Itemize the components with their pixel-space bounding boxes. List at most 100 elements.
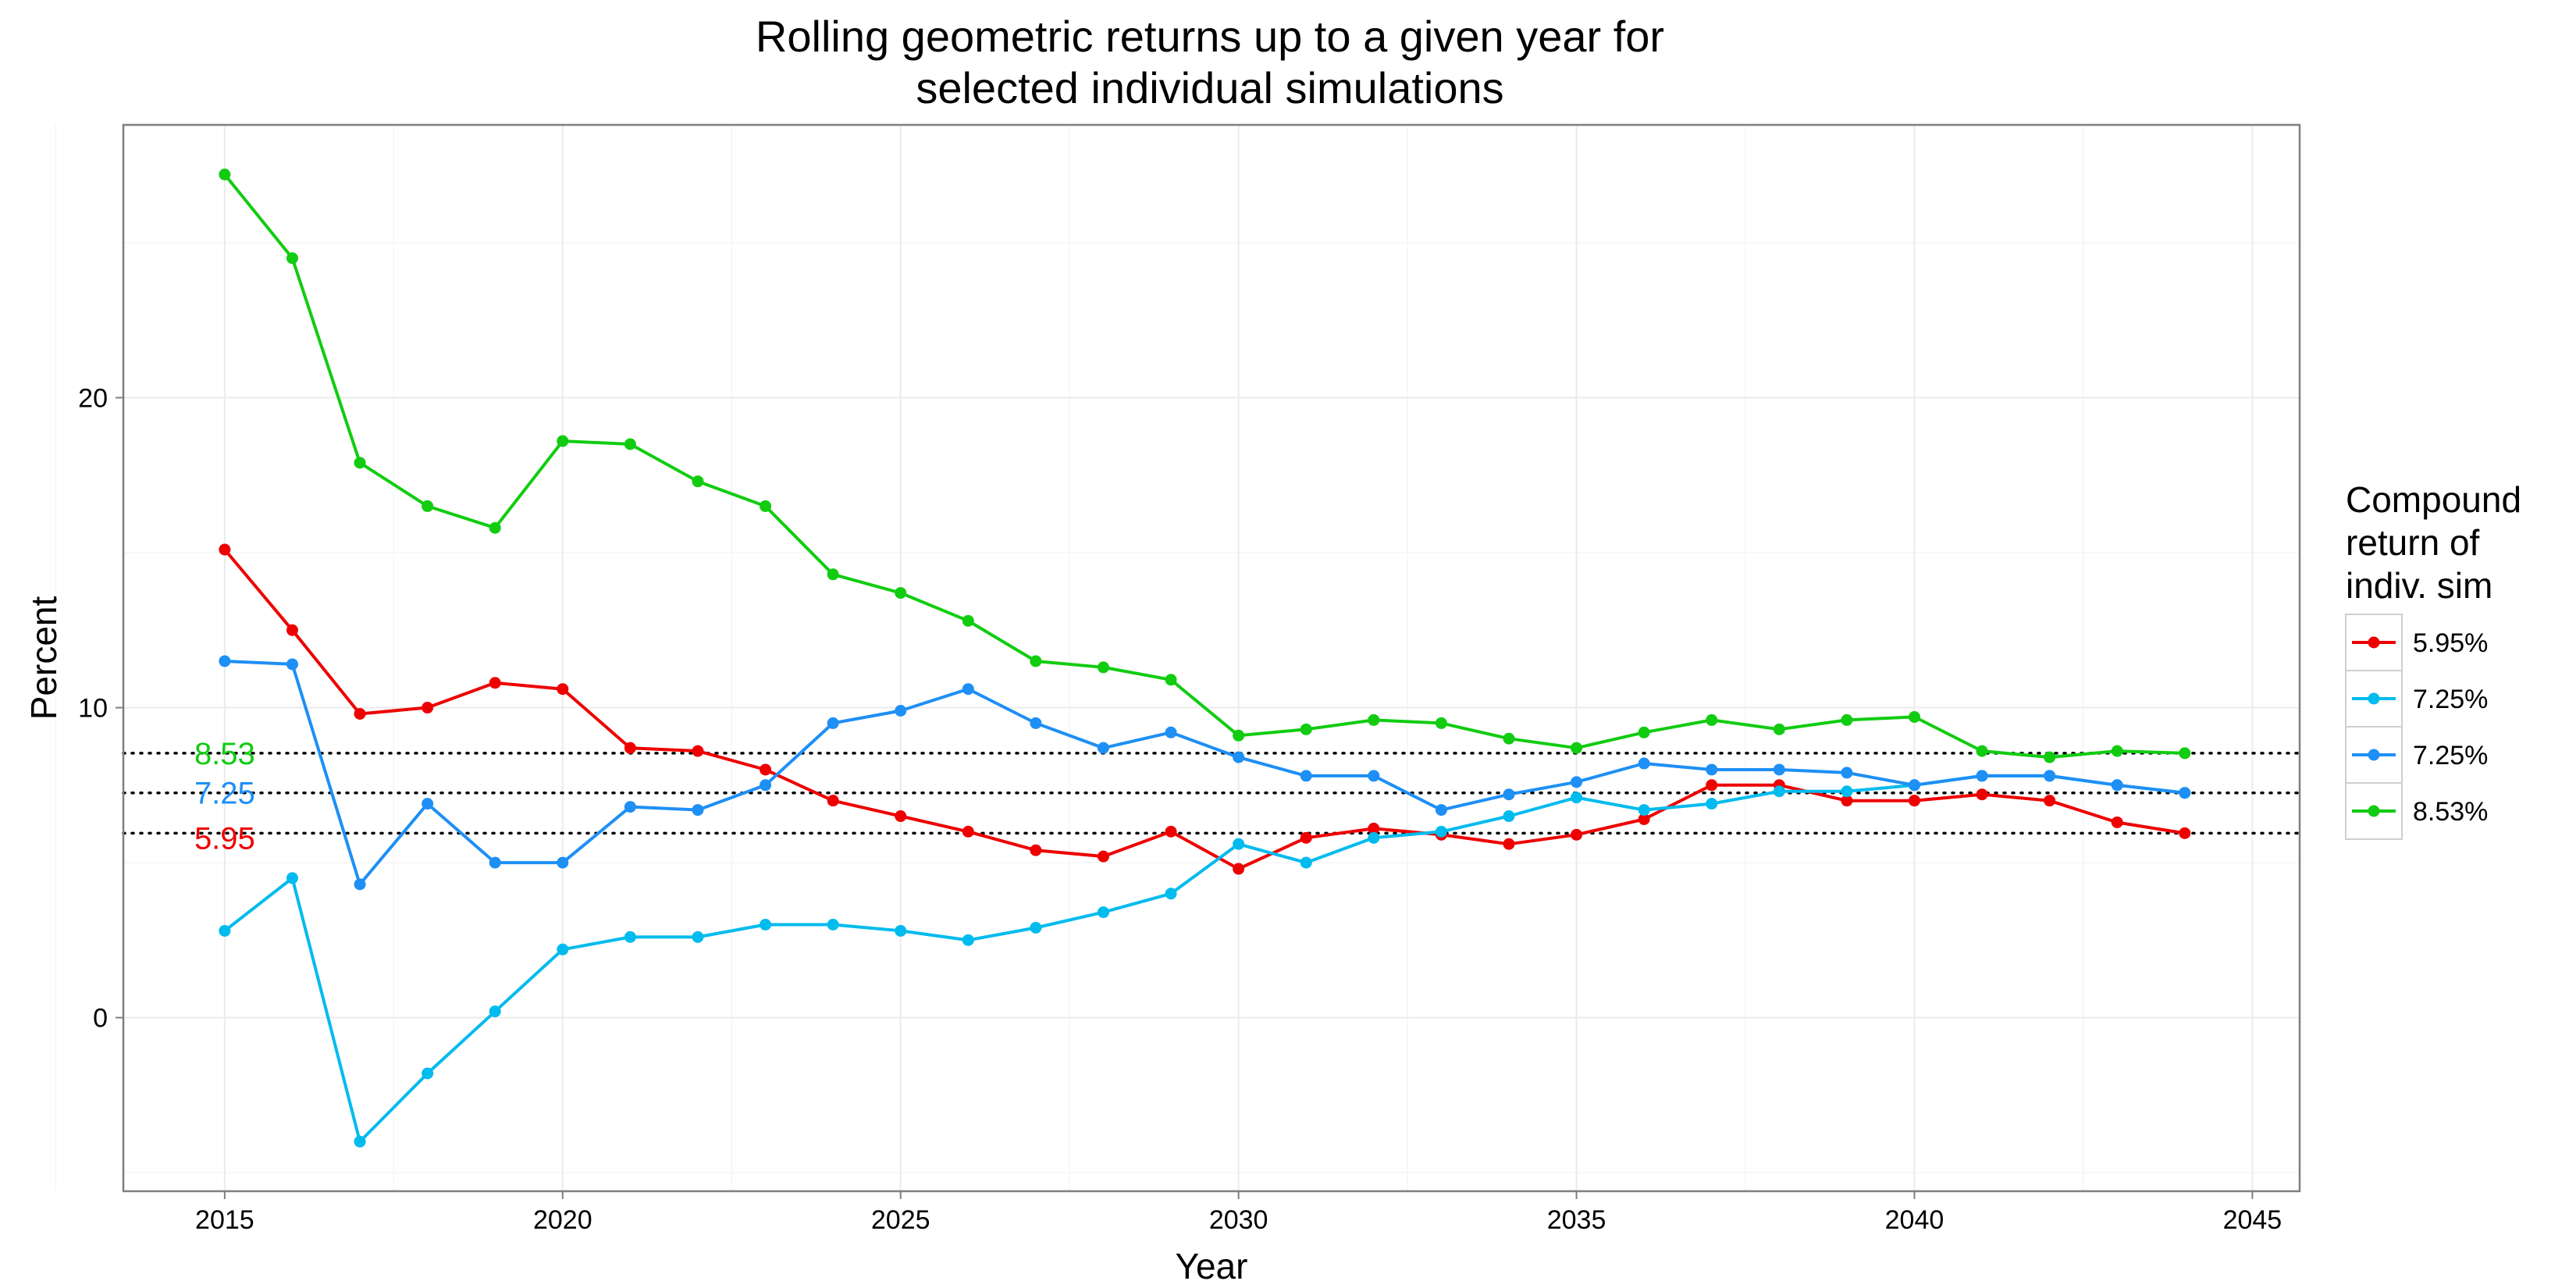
series-3-point [1976,745,1988,757]
legend: Compound return of indiv. sim 5.95% 7.25%… [2345,479,2521,840]
series-0-point [2044,795,2056,807]
series-0-point [692,745,704,757]
series-1-point [354,1135,366,1147]
series-0-point [286,624,298,636]
series-3-point [1908,710,1920,723]
series-2-point [422,798,434,810]
series-1-point [1706,798,1718,810]
series-3-point [1841,713,1853,726]
series-2-point [1503,788,1515,801]
series-0-point [422,702,434,714]
series-1-point [962,934,974,946]
series-3-point [1773,723,1785,735]
series-1-point [286,872,298,884]
series-1-point [219,924,231,937]
series-1-point [1571,792,1583,804]
series-0-point [1368,822,1380,834]
series-0-point [760,763,772,776]
series-2-point [692,804,704,817]
x-tick-label: 2020 [533,1205,592,1235]
legend-title-line-3: indiv. sim [2346,565,2492,606]
series-1-point [1233,838,1245,850]
series-0-point [1503,838,1515,850]
x-tick-label: 2025 [871,1205,930,1235]
y-tick-label: 20 [78,383,108,413]
y-tick-label: 0 [93,1004,108,1034]
series-0-point [1030,844,1042,856]
reference-label-8.53: 8.53 [194,737,255,771]
series-3-point [219,169,231,181]
legend-key-point [2368,805,2380,817]
series-3-point [2044,751,2056,763]
series-0-point [489,677,501,689]
series-2-point [219,655,231,667]
x-tick-label: 2040 [1885,1205,1944,1235]
series-0-point [1908,795,1920,807]
series-2-point [286,658,298,671]
series-2-point [827,717,839,729]
series-3-point [827,568,839,581]
series-0-point [1638,813,1650,825]
y-axis-title: Percent [23,596,64,720]
series-0-point [2179,827,2191,839]
series-1-point [1030,921,1042,934]
series-lines [223,173,2186,1144]
reference-labels: 8.53 7.25 5.95 [194,737,255,856]
x-axis-title: Year [1176,1246,1248,1286]
series-0-point [1233,863,1245,875]
legend-key-point [2368,692,2380,705]
series-0-point [624,742,636,754]
series-2-point [1030,717,1042,729]
legend-label: 7.25% [2413,741,2488,770]
series-3-point [354,457,366,469]
series-3-point [1030,655,1042,667]
series-1-point [1368,831,1380,844]
series-2-point [1706,763,1718,776]
series-0-point [1165,825,1177,838]
series-1-point [489,1005,501,1018]
reference-lines [122,752,2301,835]
legend-label: 7.25% [2413,685,2488,714]
series-1-point [692,930,704,943]
chart-title-line-1: Rolling geometric returns up to a given … [756,12,1664,61]
series-2-point [354,878,366,891]
series-1-point [557,943,569,955]
series-line-1 [223,774,2186,1144]
legend-items: 5.95% 7.25% 7.25% 8.53% [2345,614,2488,840]
series-0-point [1571,828,1583,841]
series-0-point [827,795,839,807]
series-2-point [557,856,569,869]
x-tick-label: 2035 [1547,1205,1606,1235]
series-3-point [1571,742,1583,754]
series-0-point [962,825,974,838]
series-0-point [1841,795,1853,807]
series-2-point [1165,726,1177,738]
series-3-point [557,435,569,447]
series-2-point [1773,763,1785,776]
series-3-point [962,614,974,627]
series-1-point [1503,810,1515,823]
series-3-point [489,521,501,534]
legend-key-point [2368,636,2380,649]
series-2-point [1571,776,1583,788]
series-1-point [895,924,907,937]
legend-title-line-1: Compound [2346,479,2521,520]
x-tick-label: 2015 [195,1205,254,1235]
series-1-point [827,919,839,930]
series-3-point [1300,723,1312,735]
series-1-point [422,1067,434,1080]
series-0-point [2111,816,2123,828]
series-2-point [2179,787,2191,799]
series-2-point [1097,742,1109,754]
series-3-point [692,475,704,488]
series-2-point [1233,751,1245,763]
series-line-3 [223,173,2185,760]
series-2-point [895,705,907,717]
series-3-point [895,587,907,600]
series-3-point [1435,717,1447,729]
series-3-point [422,500,434,512]
series-1-point [1435,825,1447,838]
series-3-point [1233,729,1245,742]
series-1-point [1638,804,1650,817]
series-line-2 [224,660,2186,886]
